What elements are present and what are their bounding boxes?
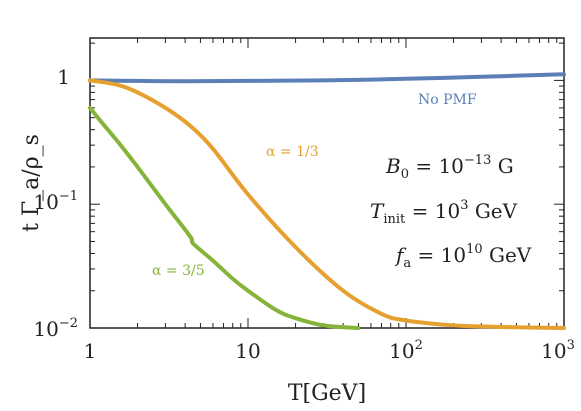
no-pmf-label: No PMF [418,92,477,108]
x-tick-label-1000: 103 [541,338,575,363]
series-lines [88,72,566,330]
y-tick-label-1: 1 [57,65,70,89]
tinit-annotation: Tinit = 103 GeV [370,198,518,227]
x-tick-label-1: 1 [84,339,97,363]
alpha-13-label: α = 1/3 [266,144,319,160]
series-alpha-13-line [88,78,566,330]
y-tick-label-0.1: 10−1 [33,189,78,214]
alpha-35-label: α = 3/5 [152,263,205,279]
x-tick-label-10: 10 [235,339,260,363]
fa-annotation: fa = 1010 GeV [394,242,532,271]
plot-frame [89,37,565,329]
b0-annotation: B0 = 10−13 G [385,153,514,182]
y-axis-title: t Γ_a/ρ_s [19,134,44,232]
series-no-pmf-line [88,72,566,84]
x-axis-title: T[GeV] [288,381,366,406]
x-tick-label-100: 102 [389,338,423,363]
tick-marks [89,38,565,329]
series-alpha-35-line [88,105,361,330]
y-tick-label-0.01: 10−2 [33,316,78,341]
